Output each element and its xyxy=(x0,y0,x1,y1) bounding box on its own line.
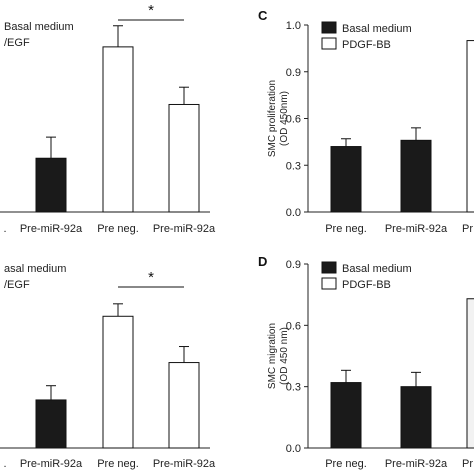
panel-d-bar xyxy=(330,382,362,449)
panel-a-bar xyxy=(102,46,134,213)
panel-c-y-tick-label: 0.6 xyxy=(286,114,301,126)
panel-c-y-tick-label: 0.3 xyxy=(286,160,301,172)
panel-a-category-label: . xyxy=(3,223,6,235)
panel-b-bar xyxy=(168,362,200,449)
panel-b-category-label: Pre-miR-92a xyxy=(153,458,216,470)
panel-d-y-label-units: (OD 450 nm) xyxy=(279,327,290,385)
panel-b-category-label: . xyxy=(3,458,6,470)
panel-c-legend-swatch xyxy=(321,21,337,34)
panel-d-y-tick-label: 0.3 xyxy=(286,382,301,394)
panel-c-y-tick-label: 0.9 xyxy=(286,67,301,79)
panel-d-category-label: Pr xyxy=(462,458,473,470)
panel-d-y-label: SMC migration xyxy=(267,323,278,389)
panel-c-y-tick-label: 1.0 xyxy=(286,20,301,32)
panel-d-label: D xyxy=(258,254,267,269)
panel-d-legend-entry: PDGF-BB xyxy=(342,279,391,291)
panel-d-y-tick-label: 0.0 xyxy=(286,443,301,455)
panel-a-category-label: Pre-miR-92a xyxy=(153,223,216,235)
panel-d-y-tick-label: 0.9 xyxy=(286,259,301,271)
panel-c-category-label: Pre-miR-92a xyxy=(385,223,448,235)
panel-b-legend-entry: asal medium xyxy=(4,263,66,275)
panel-c-legend-swatch xyxy=(321,37,337,50)
panel-c-category-label: Pr xyxy=(462,223,473,235)
panel-c-bar xyxy=(330,146,362,213)
panel-a-category-label: Pre neg. xyxy=(97,223,139,235)
panel-d-legend-entry: Basal medium xyxy=(342,263,412,275)
panel-c-category-label: Pre neg. xyxy=(325,223,367,235)
panel-b-significance-mark: * xyxy=(148,269,154,286)
panel-a-bar xyxy=(168,103,200,213)
panel-c-y-tick-label: 0.0 xyxy=(286,207,301,219)
panel-c-legend-entry: PDGF-BB xyxy=(342,39,391,51)
panel-a-category-label: Pre-miR-92a xyxy=(20,223,83,235)
panel-c-y-label: SMC proliferation xyxy=(267,80,278,157)
panel-a-significance-mark: * xyxy=(148,2,154,19)
panel-a-legend-entry: Basal medium xyxy=(4,21,74,33)
panel-d-y-tick-label: 0.6 xyxy=(286,320,301,332)
panel-d-bar xyxy=(400,386,432,449)
panel-c-bar xyxy=(466,40,474,213)
panel-c-legend-entry: Basal medium xyxy=(342,23,412,35)
panel-b-category-label: Pre-miR-92a xyxy=(20,458,83,470)
panel-a-bar xyxy=(35,157,67,213)
panel-c-label: C xyxy=(258,8,268,23)
panel-b-bar xyxy=(102,315,134,449)
panel-b-category-label: Pre neg. xyxy=(97,458,139,470)
panel-d-legend-swatch xyxy=(321,277,337,290)
panel-d-category-label: Pre neg. xyxy=(325,458,367,470)
panel-b-bar xyxy=(35,399,67,449)
panel-c-y-label-units: (OD 450nm) xyxy=(279,91,290,146)
panel-c-bar xyxy=(400,139,432,213)
panel-b-legend-entry: /EGF xyxy=(4,279,30,291)
panel-a-legend-entry: /EGF xyxy=(4,37,30,49)
panel-d-bar xyxy=(466,298,474,449)
panel-d-category-label: Pre-miR-92a xyxy=(385,458,448,470)
panel-d-legend-swatch xyxy=(321,261,337,274)
